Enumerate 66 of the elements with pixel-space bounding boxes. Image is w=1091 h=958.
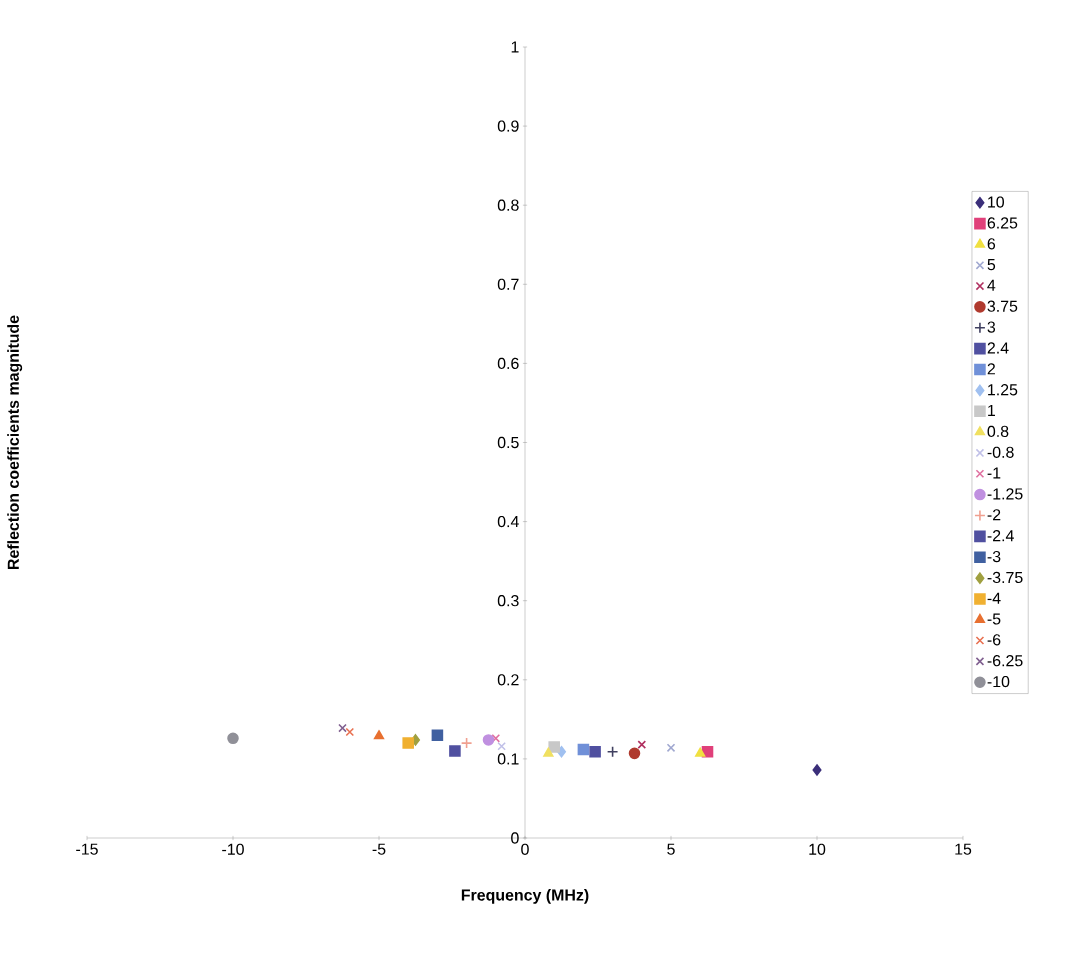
point [227, 732, 239, 745]
legend-label: 1 [988, 405, 995, 416]
y-tick-label: 0 [511, 832, 519, 844]
point [482, 734, 495, 746]
y-tick-label: 0.1 [497, 753, 519, 765]
x-tick-label: 5 [667, 843, 675, 855]
legend-label: -0.8 [987, 446, 1014, 458]
x-tick-label: 10 [809, 843, 826, 855]
y-tick-label: 0.6 [497, 357, 519, 370]
legend-label: -5 [987, 613, 1001, 625]
legend-label: -4 [987, 592, 1001, 604]
point [543, 747, 554, 757]
y-tick-label: 0.9 [497, 120, 519, 132]
y-tick-label: 0.3 [497, 595, 519, 607]
point [338, 723, 347, 733]
legend-label: -2.4 [987, 530, 1014, 542]
x-tick-label: 0 [521, 843, 529, 855]
legend-label: 2 [987, 363, 995, 375]
legend-label: -3.75 [987, 571, 1023, 584]
legend-label: 10 [988, 196, 1004, 208]
legend-label: -2 [987, 509, 1001, 521]
point [402, 737, 414, 749]
point [548, 741, 560, 753]
point [460, 737, 473, 749]
legend-label: 1.25 [988, 384, 1018, 396]
x-tick-label: -15 [76, 843, 98, 855]
point [491, 734, 501, 743]
point [589, 746, 601, 758]
point [606, 746, 619, 758]
y-tick-label: 0.4 [497, 515, 519, 528]
point [577, 743, 590, 756]
legend-label: 0.8 [987, 425, 1009, 438]
point [449, 745, 461, 757]
point [695, 747, 706, 757]
legend-label: -3 [987, 550, 1001, 563]
x-tick-label: -5 [372, 843, 386, 855]
legend-label: -1 [987, 467, 1001, 479]
point [637, 740, 647, 749]
point [628, 747, 641, 760]
legend-label: 4 [987, 279, 996, 291]
legend-label: -1.25 [987, 488, 1023, 500]
y-tick-label: 0.5 [497, 436, 519, 449]
legend-label: 5 [987, 259, 996, 271]
x-tick-label: -10 [222, 843, 244, 855]
y-tick-label: 0.7 [497, 278, 519, 290]
y-tick-label: 1 [511, 41, 519, 53]
legend-label: 6 [987, 238, 996, 250]
point [373, 730, 385, 740]
legend-label: -6 [987, 634, 1001, 646]
point [497, 741, 506, 751]
legend-label: 3 [987, 321, 996, 333]
y-tick-label: 0.8 [497, 199, 519, 211]
legend-label: 6.25 [987, 217, 1018, 229]
legend-label: -6.25 [987, 655, 1023, 667]
y-axis-title: Reflection coefficients magnitude [7, 315, 23, 569]
point [431, 729, 444, 741]
point [345, 727, 355, 737]
x-axis-title: Frequency (MHz) [461, 888, 589, 904]
point [701, 746, 714, 758]
point [666, 743, 676, 753]
legend-label: 3.75 [987, 300, 1018, 312]
point [812, 764, 822, 776]
legend-label: -10 [987, 675, 1010, 688]
legend-label: 2.4 [987, 342, 1009, 354]
y-tick-label: 0.2 [497, 674, 519, 686]
x-tick-label: 15 [955, 843, 972, 855]
